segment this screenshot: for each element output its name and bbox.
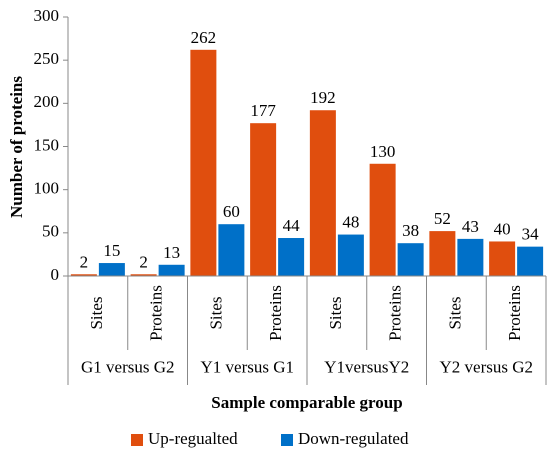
y-tick-label: 200	[34, 92, 60, 111]
bar-up-regulated	[369, 163, 396, 276]
data-label: 40	[494, 219, 511, 238]
group-label: Y2 versus G2	[440, 357, 534, 376]
data-label: 177	[250, 101, 276, 120]
data-label: 52	[434, 209, 451, 228]
data-label: 44	[283, 216, 301, 235]
category-label: Sites	[326, 296, 345, 329]
category-label: Sites	[87, 296, 106, 329]
data-label: 262	[191, 28, 217, 47]
bar-down-regulated	[457, 238, 484, 276]
category-label: Sites	[445, 296, 464, 329]
category-label: Proteins	[386, 285, 405, 341]
data-label: 15	[103, 241, 120, 260]
bar-down-regulated	[278, 238, 305, 276]
legend-label: Up-regualted	[148, 429, 238, 448]
data-label: 43	[462, 217, 479, 236]
bar-down-regulated	[517, 246, 544, 276]
bar-up-regulated	[70, 274, 97, 276]
category-label: Sites	[206, 296, 225, 329]
bar-down-regulated	[397, 243, 424, 276]
bar-up-regulated	[190, 49, 217, 276]
legend-swatch	[281, 434, 293, 446]
data-label: 130	[370, 142, 396, 161]
legend-swatch	[131, 434, 143, 446]
group-label: Y1 versus G1	[201, 357, 295, 376]
y-tick-label: 100	[34, 179, 60, 198]
category-label: Proteins	[266, 285, 285, 341]
data-label: 2	[80, 252, 89, 271]
y-tick-label: 150	[34, 135, 60, 154]
bar-up-regulated	[309, 110, 336, 277]
data-label: 192	[310, 88, 336, 107]
data-label: 38	[402, 221, 419, 240]
y-tick-label: 50	[42, 222, 59, 241]
data-label: 60	[223, 202, 240, 221]
category-label: Proteins	[147, 285, 166, 341]
data-label: 13	[163, 243, 180, 262]
y-tick-label: 300	[34, 6, 60, 25]
bar-up-regulated	[130, 274, 157, 276]
category-label: Proteins	[505, 285, 524, 341]
bar-down-regulated	[158, 264, 185, 276]
bar-down-regulated	[218, 224, 245, 276]
y-tick-label: 0	[51, 265, 60, 284]
x-axis-title: Sample comparable group	[211, 393, 402, 412]
bar-up-regulated	[250, 123, 277, 276]
bar-down-regulated	[98, 263, 125, 276]
bar-up-regulated	[489, 241, 516, 276]
y-tick-label: 250	[34, 49, 60, 68]
group-label: Y1versusY2	[324, 357, 409, 376]
bar-down-regulated	[337, 234, 364, 276]
bar-up-regulated	[429, 231, 456, 276]
data-label: 48	[342, 213, 359, 232]
data-label: 2	[139, 252, 148, 271]
legend-label: Down-regulated	[298, 429, 409, 448]
group-label: G1 versus G2	[81, 357, 175, 376]
data-label: 34	[522, 225, 540, 244]
y-axis-title: Number of proteins	[7, 76, 26, 218]
